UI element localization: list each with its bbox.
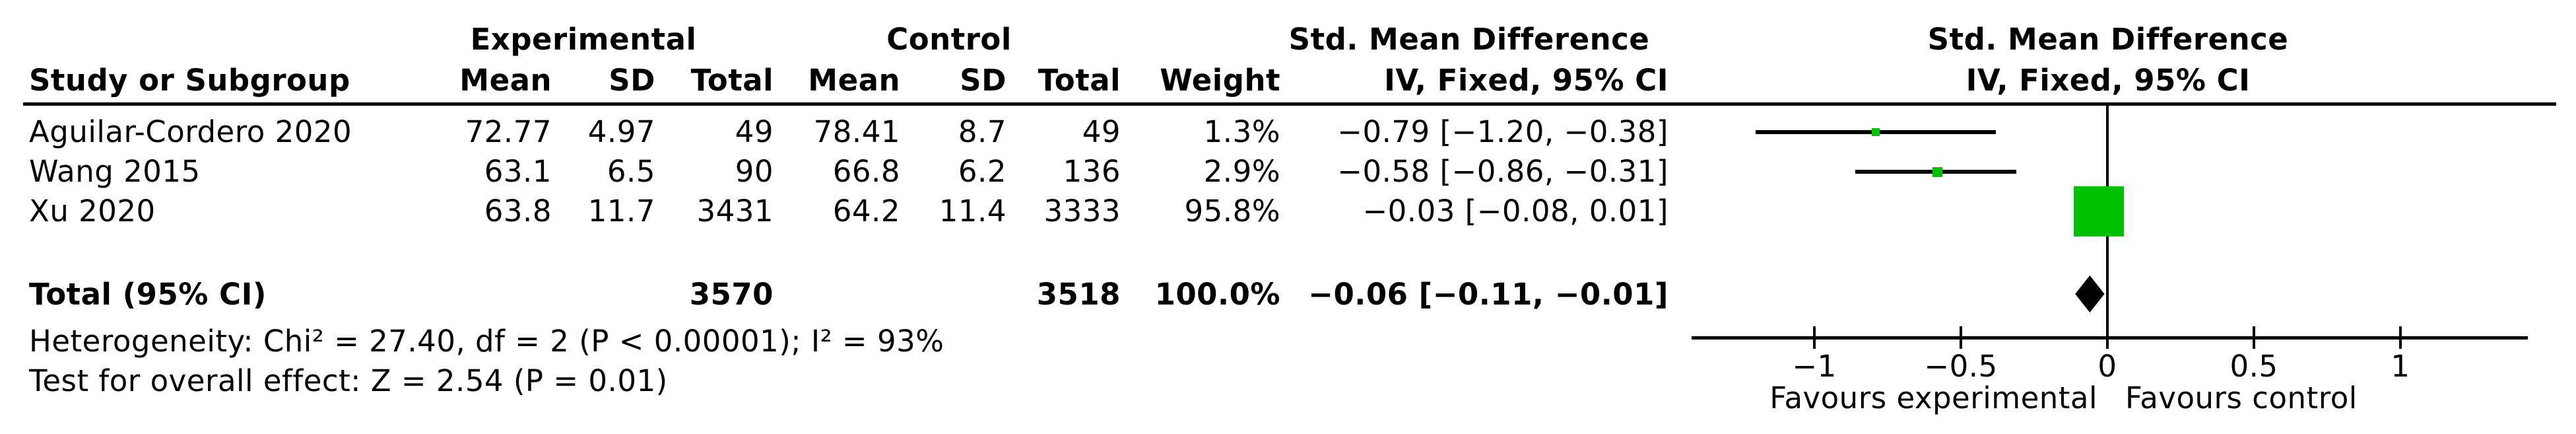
ctl-total: 49	[1082, 114, 1121, 149]
axis-tick	[1960, 326, 1962, 349]
total-ctl-total: 3518	[1036, 277, 1121, 312]
col-header-exp-mean: Mean	[459, 63, 552, 98]
axis-tick	[2106, 326, 2109, 349]
favours-control-label: Favours control	[2125, 380, 2358, 416]
axis-tick	[1813, 326, 1816, 349]
heterogeneity-note: Heterogeneity: Chi² = 27.40, df = 2 (P <…	[29, 324, 944, 359]
axis-tick-label: 0.5	[2229, 349, 2278, 384]
x-axis-line	[1692, 336, 2528, 340]
plot-header-smd: Std. Mean Difference	[1927, 22, 2289, 57]
smd-ci-text: −0.03 [−0.08, 0.01]	[1362, 194, 1668, 229]
col-header-ctl-sd: SD	[960, 63, 1007, 98]
study-name: Wang 2015	[29, 154, 201, 189]
total-diamond	[2075, 275, 2105, 312]
ctl-sd: 11.4	[939, 194, 1007, 229]
favours-experimental-label: Favours experimental	[1769, 380, 2097, 416]
col-header-method: IV, Fixed, 95% CI	[1384, 63, 1668, 98]
col-header-exp-sd: SD	[609, 63, 655, 98]
col-header-ctl-total: Total	[1038, 63, 1121, 98]
axis-tick-label: −1	[1792, 349, 1837, 384]
smd-ci-text: −0.79 [−1.20, −0.38]	[1337, 114, 1668, 149]
table-header-smd: Std. Mean Difference	[1288, 22, 1650, 57]
study-name: Aguilar-Cordero 2020	[29, 114, 352, 149]
exp-sd: 11.7	[587, 194, 655, 229]
weight: 2.9%	[1203, 154, 1280, 189]
effect-square	[2073, 186, 2124, 236]
group-header-experimental: Experimental	[470, 22, 697, 57]
exp-sd: 6.5	[607, 154, 655, 189]
ctl-mean: 64.2	[832, 194, 900, 229]
smd-ci-text: −0.58 [−0.86, −0.31]	[1337, 154, 1668, 189]
study-name: Xu 2020	[29, 194, 156, 229]
weight: 1.3%	[1203, 114, 1280, 149]
exp-sd: 4.97	[587, 114, 655, 149]
header-separator-line	[23, 102, 2556, 106]
exp-mean: 63.8	[484, 194, 552, 229]
ctl-total: 136	[1063, 154, 1121, 189]
exp-mean: 63.1	[484, 154, 552, 189]
total-exp-total: 3570	[689, 277, 774, 312]
exp-total: 49	[735, 114, 774, 149]
total-label: Total (95% CI)	[29, 277, 267, 312]
axis-tick-label: 1	[2391, 349, 2410, 384]
effect-square	[1932, 166, 1942, 177]
effect-square	[1872, 128, 1880, 136]
exp-total: 3431	[696, 194, 774, 229]
ctl-sd: 8.7	[958, 114, 1007, 149]
axis-tick	[2253, 326, 2255, 349]
total-smd-ci-text: −0.06 [−0.11, −0.01]	[1308, 277, 1668, 312]
axis-tick-label: 0	[2097, 349, 2117, 384]
ctl-mean: 66.8	[832, 154, 900, 189]
plot-header-method: IV, Fixed, 95% CI	[1965, 63, 2251, 98]
ctl-sd: 6.2	[958, 154, 1007, 189]
overall-effect-note: Test for overall effect: Z = 2.54 (P = 0…	[29, 363, 668, 398]
weight: 95.8%	[1184, 194, 1280, 229]
axis-tick	[2399, 326, 2402, 349]
col-header-weight: Weight	[1160, 63, 1280, 98]
exp-mean: 72.77	[465, 114, 552, 149]
axis-tick-label: −0.5	[1924, 349, 1998, 384]
ctl-mean: 78.41	[813, 114, 900, 149]
exp-total: 90	[735, 154, 774, 189]
group-header-control: Control	[886, 22, 1012, 57]
col-header-study: Study or Subgroup	[29, 63, 350, 98]
ctl-total: 3333	[1043, 194, 1121, 229]
total-weight: 100.0%	[1154, 277, 1280, 312]
col-header-exp-total: Total	[690, 63, 774, 98]
col-header-ctl-mean: Mean	[808, 63, 900, 98]
